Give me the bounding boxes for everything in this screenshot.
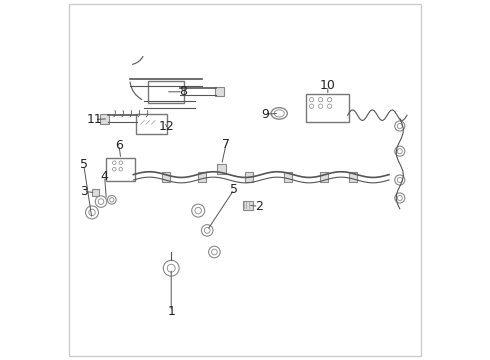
FancyBboxPatch shape — [245, 172, 252, 182]
FancyBboxPatch shape — [284, 172, 292, 182]
Text: 3: 3 — [80, 185, 88, 198]
Text: 10: 10 — [320, 79, 336, 92]
Text: 1: 1 — [167, 305, 175, 318]
Text: 11: 11 — [87, 113, 102, 126]
FancyBboxPatch shape — [320, 172, 328, 182]
Text: 9: 9 — [261, 108, 269, 121]
FancyBboxPatch shape — [216, 87, 224, 96]
Text: 2: 2 — [255, 200, 263, 213]
Text: 8: 8 — [179, 85, 187, 98]
FancyBboxPatch shape — [217, 164, 226, 175]
Text: 12: 12 — [159, 120, 174, 133]
Text: 4: 4 — [100, 170, 109, 183]
FancyBboxPatch shape — [243, 201, 253, 210]
Text: 5: 5 — [230, 183, 238, 196]
Text: 7: 7 — [222, 138, 230, 151]
FancyBboxPatch shape — [198, 172, 206, 182]
FancyBboxPatch shape — [162, 172, 170, 182]
Text: 6: 6 — [115, 139, 123, 152]
Text: 5: 5 — [80, 158, 88, 171]
FancyBboxPatch shape — [92, 189, 99, 196]
FancyBboxPatch shape — [100, 114, 109, 124]
FancyBboxPatch shape — [349, 172, 357, 182]
